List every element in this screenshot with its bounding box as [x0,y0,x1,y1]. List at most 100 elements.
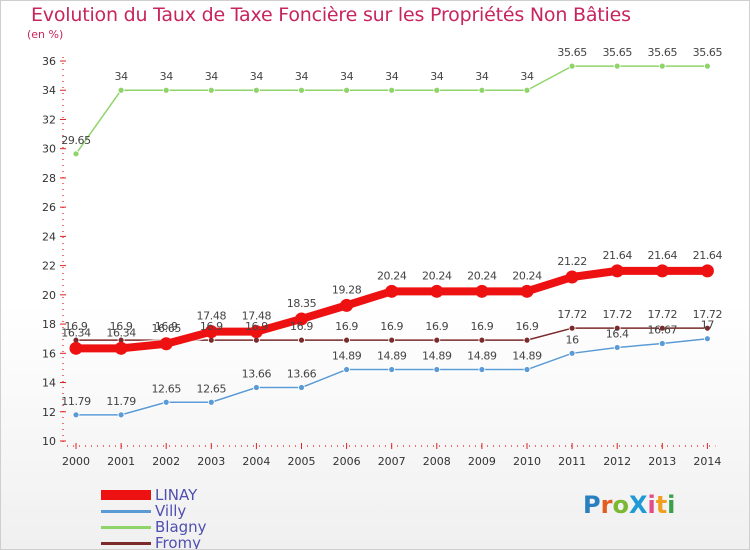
legend-swatch [101,541,151,545]
data-label-blagny: 34 [295,70,309,83]
data-label-linay: 21.64 [693,249,723,262]
logo-letter: t [655,491,668,519]
logo-letter: i [647,491,656,519]
data-label-fromy: 17.72 [557,308,587,321]
data-label-linay: 20.24 [377,269,407,282]
data-label-linay: 18.35 [287,297,317,310]
data-label-linay: 20.24 [467,269,497,282]
data-point-linay [204,325,218,339]
x-tick-label: 2013 [648,455,676,468]
data-label-blagny: 35.65 [557,46,587,59]
data-label-linay: 20.24 [512,269,542,282]
x-tick-label: 2011 [558,455,586,468]
y-tick-label: 18 [42,318,56,331]
data-label-blagny: 34 [520,70,534,83]
x-tick-label: 2006 [333,455,361,468]
data-label-fromy: 16.9 [516,320,539,333]
data-point-villy [658,340,666,347]
legend-label: Fromy [155,534,202,550]
data-label-fromy: 16.9 [155,320,178,333]
y-tick-label: 26 [42,201,56,214]
x-tick-label: 2007 [378,455,406,468]
data-label-blagny: 34 [385,70,399,83]
data-label-blagny: 35.65 [602,46,632,59]
data-label-fromy: 16.9 [470,320,493,333]
data-label-villy: 13.66 [242,368,272,381]
x-tick-label: 2010 [513,455,541,468]
y-tick-label: 14 [42,377,56,390]
data-label-villy: 13.66 [287,368,317,381]
data-label-fromy: 16.9 [110,320,133,333]
data-label-blagny: 34 [160,70,174,83]
data-label-villy: 16.67 [648,324,678,337]
legend-swatch [101,509,151,513]
legend-item-fromy: Fromy [101,534,207,550]
data-label-linay: 17.48 [197,310,227,323]
y-tick-label: 32 [42,113,56,126]
legend-label: Villy [155,502,187,520]
data-label-linay: 19.28 [332,283,362,296]
data-point-villy [568,349,576,357]
logo-letter: r [600,491,613,519]
data-point-villy [523,366,531,373]
data-point-blagny [478,86,486,94]
legend-label: LINAY [155,486,198,504]
data-label-blagny: 35.65 [693,46,723,59]
x-tick-label: 2009 [468,455,496,468]
unit-label: (en %) [27,28,64,41]
data-point-villy [207,398,215,406]
x-tick-label: 2002 [152,455,180,468]
data-point-villy [72,411,80,419]
data-label-villy: 12.65 [197,382,227,395]
data-label-fromy: 17.72 [648,308,678,321]
legend-item-blagny: Blagny [101,519,207,535]
x-tick-label: 2003 [197,455,225,468]
data-point-blagny [298,86,305,94]
data-label-fromy: 16.9 [290,320,313,333]
data-label-fromy: 17.72 [693,308,723,321]
data-point-linay [475,284,489,298]
x-tick-label: 2012 [603,455,631,468]
y-tick-label: 22 [42,260,56,273]
data-point-villy [613,344,621,351]
data-label-villy: 14.89 [377,350,407,363]
legend-label: Blagny [155,518,207,536]
x-tick-label: 2005 [288,455,316,468]
data-point-fromy [478,336,486,344]
data-point-linay [159,337,173,351]
data-point-blagny [658,62,666,70]
data-point-linay [520,284,534,298]
data-point-blagny [162,86,170,94]
y-tick-label: 34 [42,84,56,97]
data-label-linay: 20.24 [422,269,452,282]
data-label-villy: 16.4 [606,327,629,340]
data-label-linay: 16.65 [151,322,181,335]
data-label-blagny: 34 [430,70,444,83]
data-point-blagny [568,62,576,70]
data-point-linay [385,284,399,298]
data-point-fromy [298,336,305,344]
data-label-blagny: 34 [114,70,128,83]
proxiti-logo: ProXiti [583,491,675,519]
chart-legend: LINAY Villy Blagny Fromy [101,486,207,550]
y-tick-label: 10 [42,435,56,448]
data-point-blagny [523,86,531,94]
data-point-villy [343,366,351,373]
x-tick-label: 2000 [62,455,90,468]
y-tick-label: 28 [42,172,56,185]
data-point-villy [162,398,170,406]
data-label-linay: 17.48 [242,310,272,323]
data-point-linay [655,264,669,278]
data-point-blagny [117,86,125,94]
data-label-villy: 14.89 [467,350,497,363]
y-tick-label: 24 [42,230,56,243]
y-tick-label: 36 [42,55,56,68]
data-label-villy: 11.79 [106,395,136,408]
data-point-villy [117,411,125,419]
data-label-fromy: 16.9 [335,320,358,333]
x-tick-label: 2004 [242,455,270,468]
data-point-linay [565,270,579,284]
data-point-blagny [433,86,441,94]
data-point-blagny [613,62,621,70]
